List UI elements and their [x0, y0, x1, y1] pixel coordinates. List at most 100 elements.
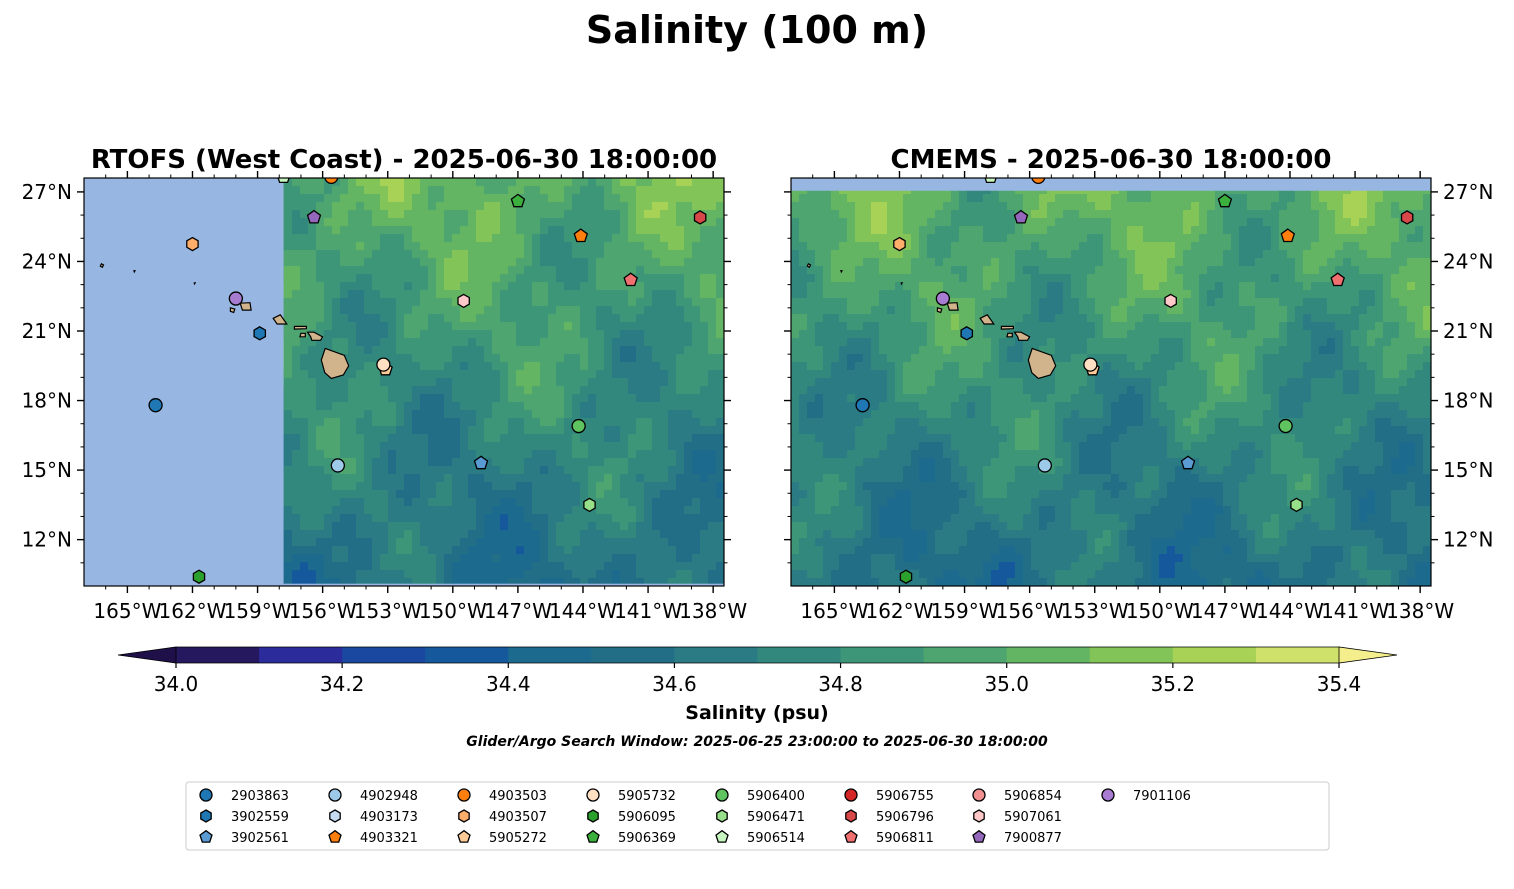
legend-marker: [972, 788, 986, 802]
y-tick-label: 12°N: [1443, 528, 1493, 552]
y-tick-label: 15°N: [1443, 458, 1493, 482]
land-rtofs: [99, 262, 350, 380]
legend-item-5906095: 5906095: [587, 809, 676, 825]
colorbar-bin: [1172, 647, 1257, 663]
legend-marker: [844, 788, 858, 802]
x-tick-label: 138°W: [679, 599, 747, 623]
land-cmems: [806, 262, 1057, 380]
legend-item-5906796: 5906796: [845, 809, 934, 825]
colorbar-bin: [923, 647, 1008, 663]
colorbar-bin: [342, 647, 426, 663]
legend-label: 5906471: [747, 810, 805, 825]
colorbar-swatches: [117, 646, 1398, 664]
legend-marker: [328, 829, 342, 843]
float-4903503: [324, 178, 339, 184]
legend-marker: [199, 788, 213, 802]
float-5906369: [1217, 193, 1233, 208]
panel-title-cmems: CMEMS - 2025-06-30 18:00:00: [891, 145, 1332, 175]
island: [1027, 347, 1057, 380]
legend-label: 3902559: [231, 810, 289, 825]
colorbar-tick-label: 34.8: [818, 672, 863, 696]
legend-marker: [458, 809, 470, 823]
colorbar: 34.0 34.2 34.4 34.6 34.8 35.0 35.2 35.4 Salinit…: [117, 646, 1398, 724]
island: [1000, 325, 1014, 330]
x-tick-label: 150°W: [1126, 599, 1194, 623]
float-5906796: [693, 210, 707, 225]
float-5906471: [583, 497, 596, 513]
float-5907061: [1164, 293, 1177, 309]
float-7900877: [306, 209, 322, 224]
float-5906471: [1290, 497, 1303, 513]
colorbar-bin: [1089, 647, 1174, 663]
panel-rtofs: RTOFS (West Coast) - 2025-06-30 18:00:00…: [22, 145, 748, 623]
legend-item-4903321: 4903321: [328, 829, 418, 846]
legend-item-5905732: 5905732: [586, 788, 676, 804]
x-tick-label: 165°W: [93, 599, 161, 623]
float-2903863: [148, 398, 163, 413]
legend-marker: [328, 788, 342, 802]
island: [979, 314, 995, 325]
island: [299, 332, 306, 338]
float-7900877: [1013, 209, 1029, 224]
float-5906369: [510, 193, 526, 208]
float-4903321: [573, 228, 589, 243]
legend-label: 2903863: [231, 789, 289, 804]
colorbar-bin: [1255, 647, 1340, 663]
legend-label: 5906796: [876, 810, 934, 825]
island: [1006, 332, 1013, 338]
y-tick-label: 24°N: [22, 249, 72, 273]
legend-marker: [972, 829, 986, 843]
y-tick-label: 15°N: [22, 458, 72, 482]
legend-marker: [587, 809, 599, 823]
x-tick-label: 153°W: [1061, 599, 1129, 623]
float-5906811: [1330, 272, 1345, 287]
island: [900, 281, 904, 286]
legend-marker: [844, 829, 858, 843]
float-3902561: [473, 455, 489, 470]
legend-marker: [199, 829, 213, 843]
legend-label: 5906854: [1004, 789, 1062, 804]
legend-item-5906755: 5906755: [844, 788, 934, 804]
ticks-rtofs: 165°W162°W159°W156°W153°W150°W147°W144°W…: [22, 171, 747, 623]
float-markers-cmems: [855, 178, 1414, 584]
legend-marker: [845, 809, 857, 823]
legend-label: 5906095: [618, 810, 676, 825]
legend-label: 7901106: [1133, 789, 1191, 804]
float-5906095: [192, 569, 206, 584]
float-3902559: [253, 326, 267, 341]
legend-item-7901106: 7901106: [1101, 788, 1191, 804]
float-5906811: [623, 272, 638, 287]
float-5906514: [277, 178, 290, 184]
float-7901106: [935, 291, 951, 306]
x-tick-label: 141°W: [614, 599, 682, 623]
colorbar-bin: [259, 647, 343, 663]
legend-item-5906400: 5906400: [715, 788, 805, 804]
island: [99, 262, 105, 269]
legend-item-3902559: 3902559: [200, 809, 289, 825]
float-5906514: [984, 178, 997, 184]
colorbar-bin: [508, 647, 592, 663]
island: [193, 281, 197, 286]
x-tick-label: 144°W: [1256, 599, 1324, 623]
legend-item-5906369: 5906369: [586, 829, 676, 846]
island: [1013, 331, 1031, 341]
colorbar-bin: [176, 647, 260, 663]
float-4903507: [893, 236, 906, 252]
island: [229, 307, 236, 314]
island: [320, 347, 350, 380]
legend-marker: [457, 829, 471, 843]
legend-label: 3902561: [231, 831, 289, 846]
x-tick-label: 141°W: [1321, 599, 1389, 623]
legend: 2903863 3902559 3902561 4902948 4903173 49033…: [185, 781, 1330, 851]
colorbar-tick-label: 35.4: [1317, 672, 1362, 696]
x-tick-label: 147°W: [484, 599, 552, 623]
legend-marker: [973, 809, 985, 823]
legend-label: 5906514: [747, 831, 805, 846]
x-tick-label: 162°W: [865, 599, 933, 623]
legend-label: 4902948: [360, 789, 418, 804]
legend-item-4902948: 4902948: [328, 788, 418, 804]
float-4903321: [1280, 228, 1296, 243]
colorbar-tick-label: 34.0: [154, 672, 199, 696]
search-window-text: Glider/Argo Search Window: 2025-06-25 23…: [466, 734, 1048, 750]
float-5907061: [457, 293, 470, 309]
